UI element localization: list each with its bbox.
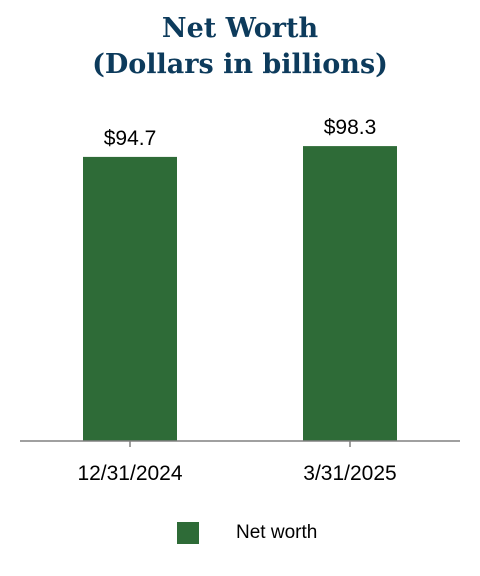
x-tick-label-2: 3/31/2025 — [303, 462, 396, 485]
legend-swatch — [177, 522, 199, 544]
chart-title-line-2: (Dollars in billions) — [92, 49, 388, 80]
data-label-1: $94.7 — [104, 127, 157, 150]
data-label-2: $98.3 — [324, 116, 377, 139]
bar-2 — [303, 146, 397, 441]
legend-label: Net worth — [236, 522, 318, 543]
bar-1 — [83, 156, 177, 441]
x-tick-label-1: 12/31/2024 — [77, 462, 182, 485]
chart-title-line-1: Net Worth — [161, 13, 319, 44]
legend: Net worth — [177, 522, 317, 544]
